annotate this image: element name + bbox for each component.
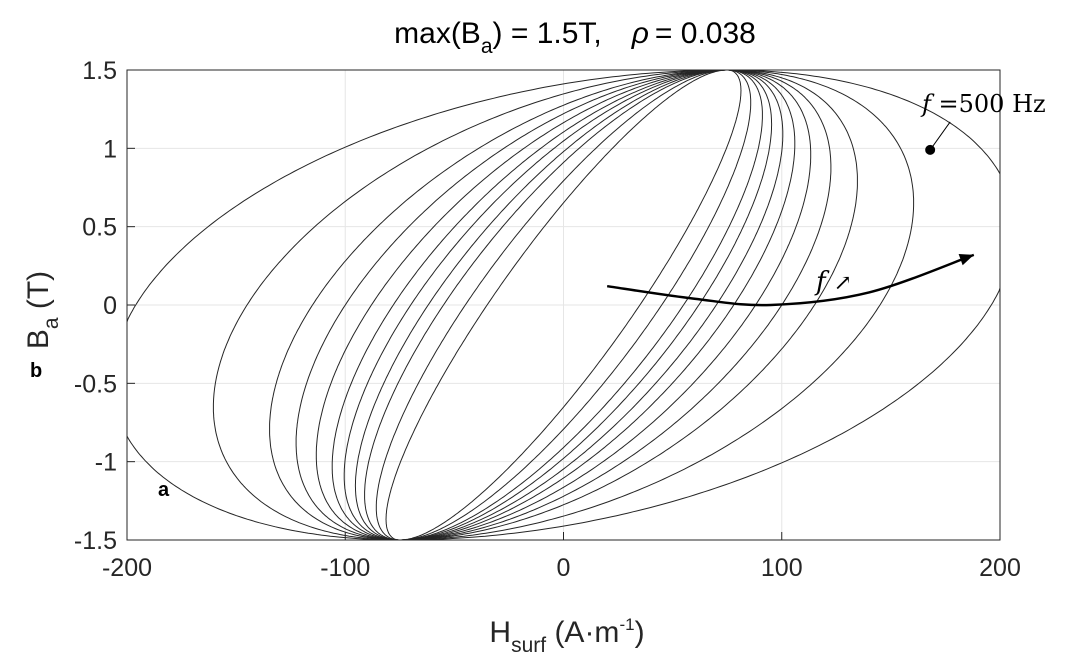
frequency-arrow <box>606 253 975 307</box>
y-tick-label: -1 <box>95 449 117 477</box>
annotations: f =500 Hz f ↗ <box>606 90 1046 307</box>
x-axis-label: Hsurf (A·m-1) <box>489 615 644 657</box>
y-tick-label: 1.5 <box>82 57 117 85</box>
frequency-label: f =500 Hz <box>920 90 1046 118</box>
y-tick-label: -0.5 <box>74 370 117 398</box>
y-tick-label: 0 <box>103 292 117 320</box>
panel-label-a: a <box>158 479 170 501</box>
x-tick-label: 200 <box>979 554 1021 582</box>
x-tick-label: -200 <box>102 554 152 582</box>
y-axis-label: Ba (T) <box>22 271 63 349</box>
hysteresis-loops <box>126 69 1001 541</box>
marker-leader-line <box>929 121 951 151</box>
frequency-marker-dot <box>925 144 936 155</box>
panel-label-b: b <box>30 360 42 382</box>
x-tick-label: 0 <box>557 554 571 582</box>
hysteresis-loop-curve <box>126 69 1001 541</box>
y-tick-label: 1 <box>103 135 117 163</box>
x-tick-label: -100 <box>320 554 370 582</box>
x-tick-label: 100 <box>761 554 803 582</box>
frequency-arrow-head <box>958 253 974 266</box>
arrow-label: f ↗ <box>814 267 852 297</box>
y-tick-label: 0.5 <box>82 214 117 242</box>
y-tick-label: -1.5 <box>74 527 117 555</box>
chart-title: max(Ba) = 1.5T, ρ = 0.038 <box>394 17 756 58</box>
ticks: -200 -100 0 100 200 1.5 1 0.5 0 -0.5 -1 -1.5 <box>74 57 1021 582</box>
